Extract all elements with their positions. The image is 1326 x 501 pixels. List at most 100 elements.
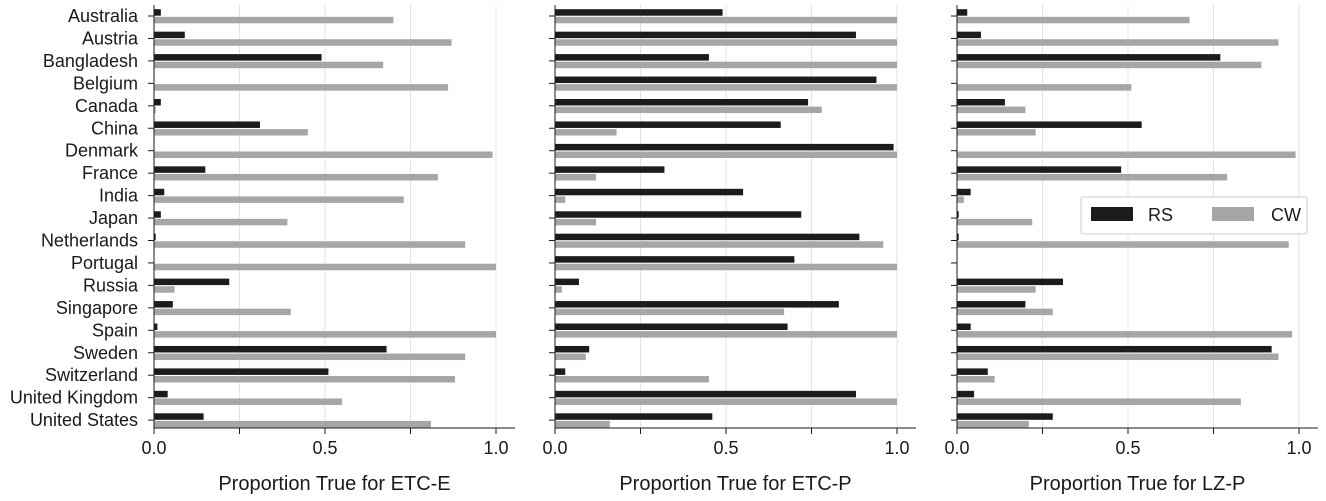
bar-cw-united-states: [154, 420, 432, 428]
bar-rs-canada: [957, 99, 1005, 106]
bar-cw-russia: [957, 286, 1036, 293]
bar-rs-australia: [154, 9, 161, 16]
bar-cw-japan: [957, 218, 1033, 226]
bar-rs-russia: [957, 278, 1064, 286]
category-label-australia: Australia: [68, 6, 139, 26]
bar-cw-denmark: [154, 151, 493, 158]
bar-cw-russia: [555, 286, 562, 293]
panel-etc-p: 0.0 0.5 1.0 Proportion True for ETC-P: [542, 5, 916, 495]
bar-cw-sweden: [957, 353, 1279, 361]
bar-rs-united-states: [957, 413, 1053, 420]
panel-etc-e: 0.0 0.5 1.0 Proportion True for ETC-E: [141, 5, 515, 495]
bar-rs-australia: [957, 9, 968, 16]
bar-cw-canada: [957, 106, 1026, 114]
bar-rs-united-states: [154, 413, 204, 420]
bar-rs-russia: [154, 278, 230, 286]
bar-cw-russia: [154, 286, 175, 293]
bar-cw-singapore: [555, 308, 785, 316]
x-axis-title-etc-p: Proportion True for ETC-P: [619, 473, 851, 495]
legend: RS CW: [1080, 196, 1308, 235]
bar-cw-belgium: [555, 84, 897, 91]
bar-cw-netherlands: [957, 241, 1289, 248]
bar-cw-bangladesh: [957, 61, 1262, 69]
bar-rs-austria: [555, 31, 856, 39]
bar-cw-france: [957, 173, 1228, 181]
category-label-united-states: United States: [30, 410, 138, 430]
category-label-russia: Russia: [83, 275, 139, 295]
bar-rs-singapore: [154, 301, 173, 308]
bar-cw-australia: [957, 16, 1190, 24]
bar-cw-austria: [154, 39, 452, 46]
bar-cw-united-states: [555, 420, 610, 428]
x-tick-label: 0.0: [944, 438, 969, 458]
bar-cw-bangladesh: [154, 61, 384, 69]
bar-rs-china: [555, 121, 781, 128]
category-label-china: China: [91, 118, 139, 138]
legend-swatch-rs: [1091, 207, 1133, 221]
bar-rs-switzerland: [555, 368, 566, 375]
bar-rs-china: [957, 121, 1142, 128]
bar-rs-portugal: [555, 256, 795, 263]
bar-rs-united-states: [555, 413, 713, 420]
bar-rs-spain: [957, 323, 971, 330]
bar-cw-australia: [555, 16, 897, 24]
category-label-united-kingdom: United Kingdom: [10, 388, 138, 408]
category-label-netherlands: Netherlands: [41, 231, 138, 251]
legend-box: [1080, 196, 1308, 235]
bar-cw-china: [957, 129, 1036, 136]
bar-rs-japan: [154, 211, 161, 218]
bar-cw-switzerland: [154, 376, 455, 383]
bar-cw-spain: [154, 331, 496, 338]
x-tick-label: 0.5: [1115, 438, 1140, 458]
x-tick-label: 0.0: [542, 438, 567, 458]
bar-cw-india: [957, 196, 964, 203]
category-label-portugal: Portugal: [71, 253, 138, 273]
bar-rs-japan: [957, 211, 959, 218]
bar-rs-belgium: [555, 76, 877, 84]
bar-cw-japan: [555, 218, 597, 226]
bar-cw-belgium: [957, 84, 1132, 91]
bar-rs-switzerland: [957, 368, 988, 375]
bar-rs-india: [957, 188, 971, 196]
bar-cw-denmark: [555, 151, 897, 158]
x-tick-label: 1.0: [1286, 438, 1311, 458]
bar-rs-china: [154, 121, 261, 128]
category-label-japan: Japan: [89, 208, 138, 228]
x-tick-label: 0.5: [312, 438, 337, 458]
bar-cw-japan: [154, 218, 288, 226]
bar-cw-singapore: [957, 308, 1053, 316]
bar-rs-singapore: [555, 301, 839, 308]
bar-cw-united-kingdom: [957, 398, 1241, 405]
x-axis-title-etc-e: Proportion True for ETC-E: [218, 473, 450, 495]
category-label-canada: Canada: [75, 96, 139, 116]
bar-cw-united-kingdom: [154, 398, 343, 405]
bar-rs-spain: [154, 323, 158, 330]
bar-cw-united-states: [957, 420, 1029, 428]
bar-rs-india: [154, 188, 165, 196]
legend-label-rs: RS: [1148, 205, 1173, 225]
bar-cw-canada: [555, 106, 822, 114]
bar-cw-australia: [154, 16, 394, 24]
legend-label-cw: CW: [1271, 205, 1301, 225]
bar-rs-russia: [555, 278, 579, 286]
bar-rs-bangladesh: [555, 54, 709, 61]
bar-rs-canada: [555, 99, 809, 106]
bar-rs-france: [555, 166, 665, 173]
category-label-spain: Spain: [92, 320, 138, 340]
x-tick-label: 0.5: [713, 438, 738, 458]
bar-cw-india: [555, 196, 566, 203]
bar-rs-austria: [154, 31, 185, 39]
bar-cw-portugal: [555, 263, 897, 271]
x-axis-title-lz-p: Proportion True for LZ-P: [1030, 473, 1246, 495]
bar-cw-sweden: [555, 353, 586, 361]
bar-cw-united-kingdom: [555, 398, 897, 405]
category-label-sweden: Sweden: [73, 343, 138, 363]
category-label-denmark: Denmark: [65, 141, 139, 161]
bar-cw-switzerland: [957, 376, 995, 383]
bar-rs-austria: [957, 31, 981, 39]
bar-cw-portugal: [154, 263, 496, 271]
bar-cw-austria: [555, 39, 897, 46]
bar-cw-switzerland: [555, 376, 709, 383]
